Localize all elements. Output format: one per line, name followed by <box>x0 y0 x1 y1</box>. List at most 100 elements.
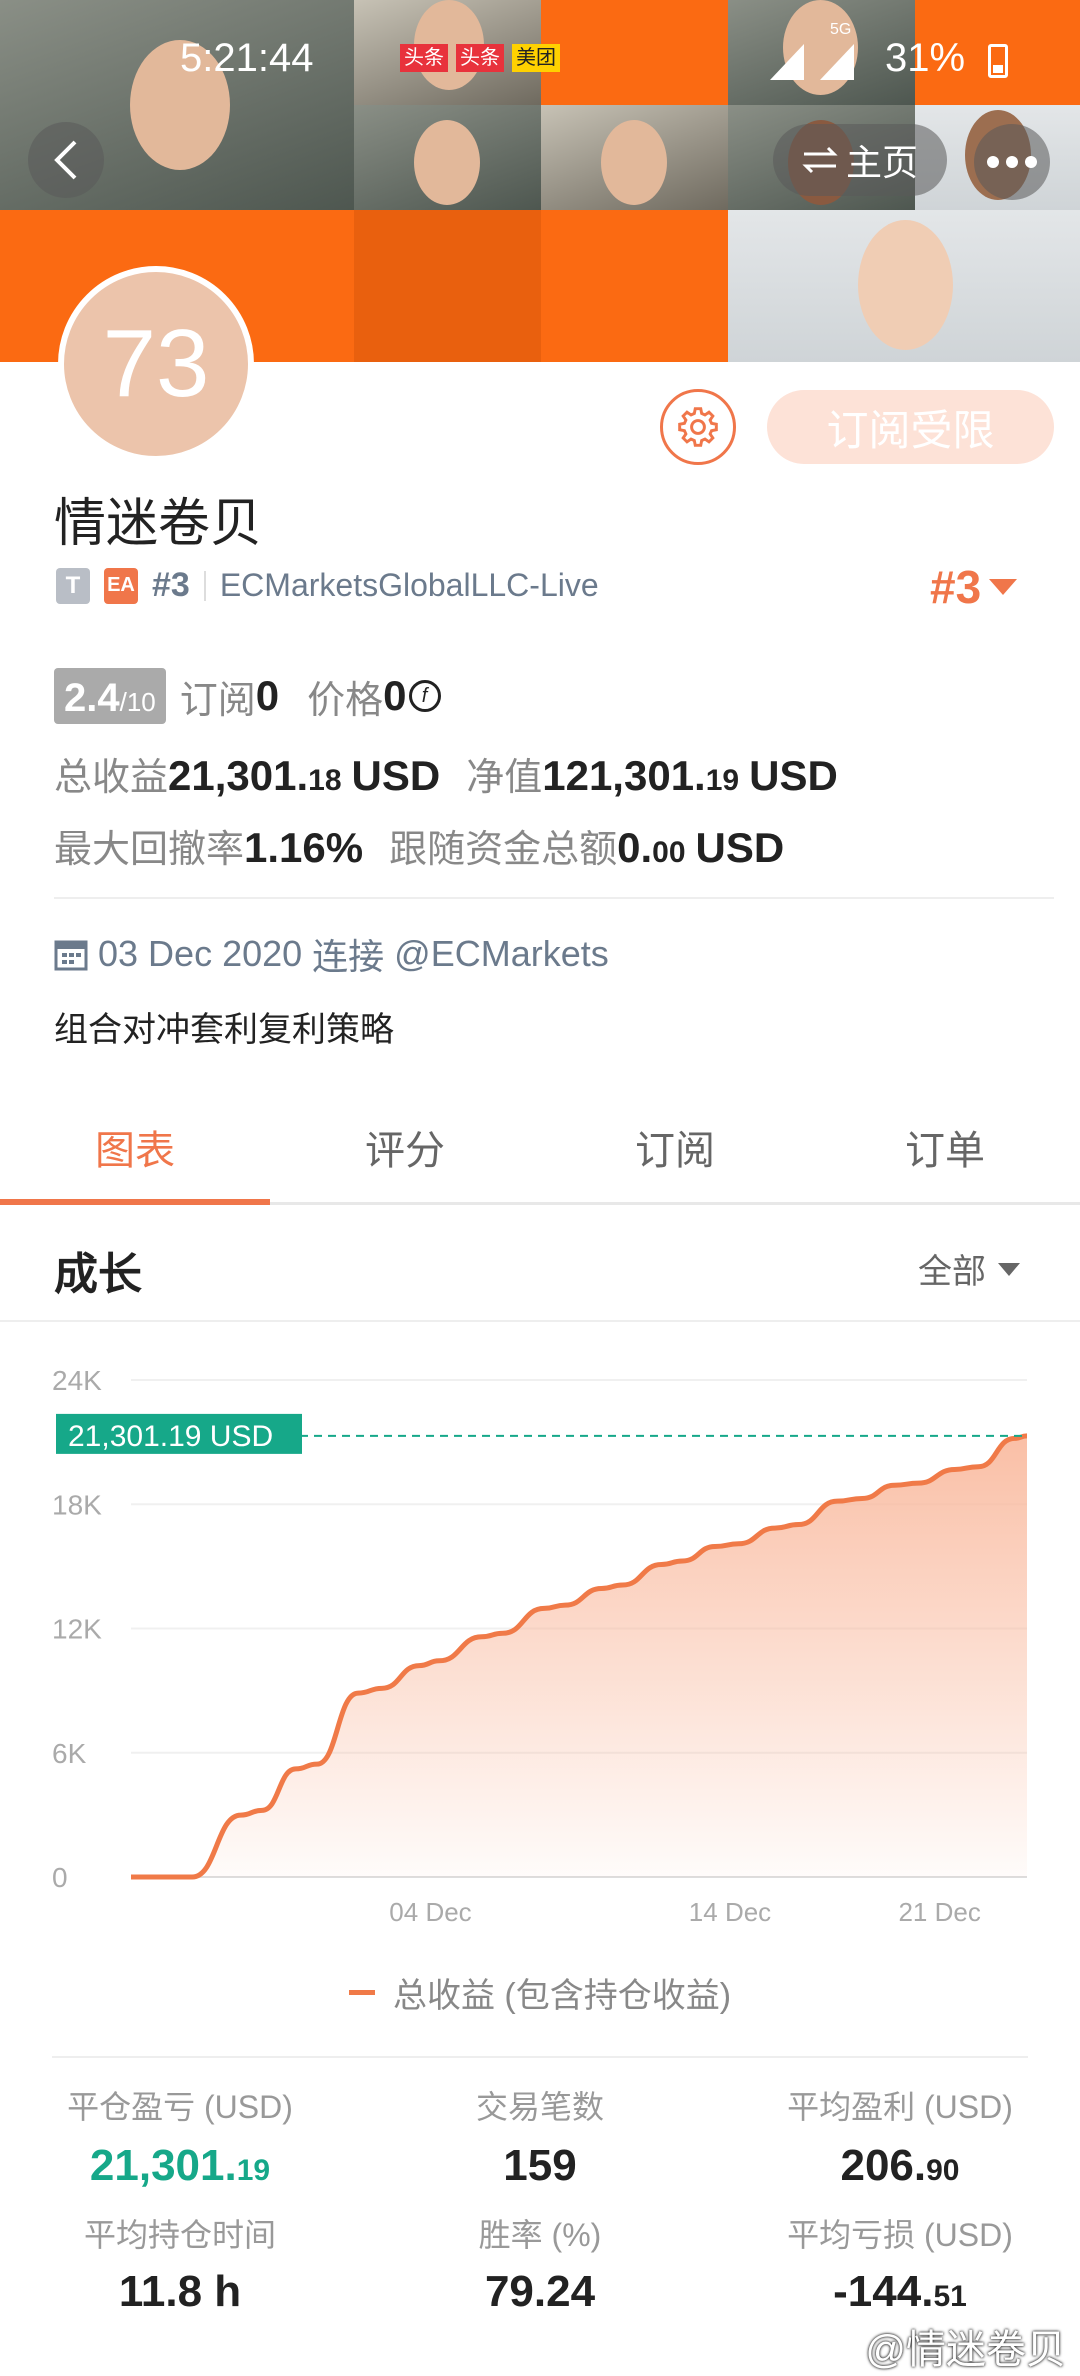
subscribe-button[interactable]: 订阅受限 <box>767 390 1054 464</box>
subscriptions-value: 0 <box>255 672 280 719</box>
stat-value: 159 <box>360 2141 720 2190</box>
y-tick-label: 6K <box>52 1738 87 1769</box>
connect-date: 03 Dec 2020 <box>98 933 303 974</box>
follow-funds-label: 跟随资金总额 <box>389 829 618 871</box>
x-tick-label: 21 Dec <box>898 1897 980 1927</box>
equity-decimals: 19 <box>705 764 740 797</box>
calendar-icon <box>54 940 88 971</box>
tab-indicator <box>0 1199 270 1205</box>
strategy-description: 组合对冲套利复利策略 <box>54 1011 394 1049</box>
equity-unit: USD <box>749 752 838 799</box>
price-label: 价格 <box>307 679 384 722</box>
gear-icon <box>678 407 718 447</box>
badge-t: T <box>56 567 90 604</box>
growth-chart: 0 6K 12K 18K 24K 21,301.19 USD 04 Dec 14 Dec 2… <box>52 1365 1028 1927</box>
settings-button[interactable] <box>660 389 736 465</box>
stat-value-decimals: 51 <box>933 2280 967 2313</box>
max-drawdown-label: 最大回撤率 <box>54 829 245 871</box>
rank-value: #3 <box>930 561 982 613</box>
more-icon <box>987 156 1037 168</box>
range-filter-label: 全部 <box>918 1253 986 1291</box>
broker-link[interactable]: @ECMarkets <box>394 933 609 974</box>
stat-value-decimals: 19 <box>236 2154 271 2187</box>
watermark: @情迷卷贝 <box>865 2328 1066 2372</box>
coin-icon: f <box>408 680 441 712</box>
app-badge: 头条 <box>456 44 504 72</box>
range-filter-dropdown[interactable]: 全部 <box>918 1244 1020 1293</box>
home-label: 主页 <box>845 142 918 183</box>
stat-label: 平均盈利 (USD) <box>787 2089 1013 2125</box>
chevron-left-icon <box>54 140 77 180</box>
y-tick-label: 0 <box>52 1862 68 1893</box>
avatar: 73 <box>58 266 254 462</box>
stat-value-main: 79.24 <box>484 2267 596 2316</box>
y-tick-label: 12K <box>52 1614 102 1645</box>
tab-orders[interactable]: 订单 <box>905 1129 985 1173</box>
y-tick-label: 18K <box>52 1489 102 1520</box>
stat-value: 21,301.19 <box>0 2141 360 2190</box>
y-tick-label: 24K <box>52 1365 102 1396</box>
chart-legend: 总收益 (包含持仓收益) <box>0 1968 1080 2017</box>
app-badge: 头条 <box>400 44 448 72</box>
app-badge: 美团 <box>512 44 560 72</box>
server-name: ECMarketsGlobalLLC-Live <box>219 567 599 603</box>
divider <box>54 897 1054 899</box>
stat-value: -144.51 <box>720 2267 1080 2316</box>
stat-value-main: 21,301. <box>89 2141 237 2190</box>
follow-funds-unit: USD <box>695 824 785 871</box>
stat-label: 平均持仓时间 <box>83 2217 276 2253</box>
max-drawdown-value: 1.16% <box>244 824 364 871</box>
stat-value-decimals: 90 <box>926 2154 960 2187</box>
rank-dropdown[interactable]: #3 <box>930 560 1018 614</box>
total-profit-value: 21,301. <box>168 752 309 799</box>
stat-value: 11.8 h <box>0 2267 360 2316</box>
total-profit-label: 总收益 <box>54 757 169 799</box>
back-button[interactable] <box>28 122 104 198</box>
more-button[interactable] <box>974 124 1050 200</box>
divider <box>203 570 206 601</box>
tab-rating[interactable]: 评分 <box>365 1129 445 1173</box>
divider <box>0 1320 1080 1322</box>
total-profit-unit: USD <box>351 752 441 799</box>
battery-percent: 31% <box>885 36 966 80</box>
divider <box>52 2056 1028 2058</box>
rank: #3 <box>152 566 190 604</box>
tab-chart[interactable]: 图表 <box>95 1129 175 1173</box>
x-tick-label: 04 Dec <box>389 1897 471 1927</box>
area-fill <box>131 1435 1027 1877</box>
switch-icon <box>802 146 838 174</box>
section-title: 成长 <box>54 1250 142 1299</box>
follow-funds-value: 0. <box>617 824 653 871</box>
stat-value-main: 206. <box>840 2141 927 2190</box>
tab-divider <box>0 1202 1080 1205</box>
caret-down-icon <box>989 579 1018 595</box>
stat-value-main: 11.8 h <box>118 2267 242 2316</box>
stat-value: 206.90 <box>720 2141 1080 2190</box>
stat-label: 平均亏损 (USD) <box>787 2217 1013 2253</box>
caret-down-icon <box>998 1262 1020 1276</box>
stat-value-main: 159 <box>503 2141 577 2190</box>
tab-subscription[interactable]: 订阅 <box>635 1129 715 1173</box>
subscriptions-label: 订阅 <box>179 679 256 722</box>
rating-scale: /10 <box>119 687 156 717</box>
stat-label: 胜率 (%) <box>478 2217 602 2253</box>
total-profit-decimals: 18 <box>308 764 342 797</box>
badge-ea: EA <box>104 567 138 604</box>
x-tick-label: 14 Dec <box>689 1897 771 1927</box>
home-button[interactable]: 主页 <box>773 124 947 196</box>
price-value: 0 <box>383 672 407 719</box>
current-value-label: 21,301.19 USD <box>68 1420 273 1453</box>
stat-label: 交易笔数 <box>475 2089 604 2125</box>
network-type: 5G <box>830 21 852 38</box>
series-line <box>131 1433 1028 1880</box>
status-time: 5:21:44 <box>180 36 314 80</box>
battery-icon <box>988 44 1008 78</box>
equity-value: 121,301. <box>542 752 706 799</box>
rating-value: 2.4 <box>64 676 120 720</box>
current-value-marker <box>56 1413 302 1454</box>
stat-value-main: -144. <box>833 2267 934 2316</box>
notification-icons: 头条 头条 美团 <box>400 44 560 72</box>
connect-label: 连接 <box>312 936 385 977</box>
legend-label: 总收益 (包含持仓收益) <box>392 1977 732 2015</box>
legend-swatch <box>348 1990 375 1995</box>
